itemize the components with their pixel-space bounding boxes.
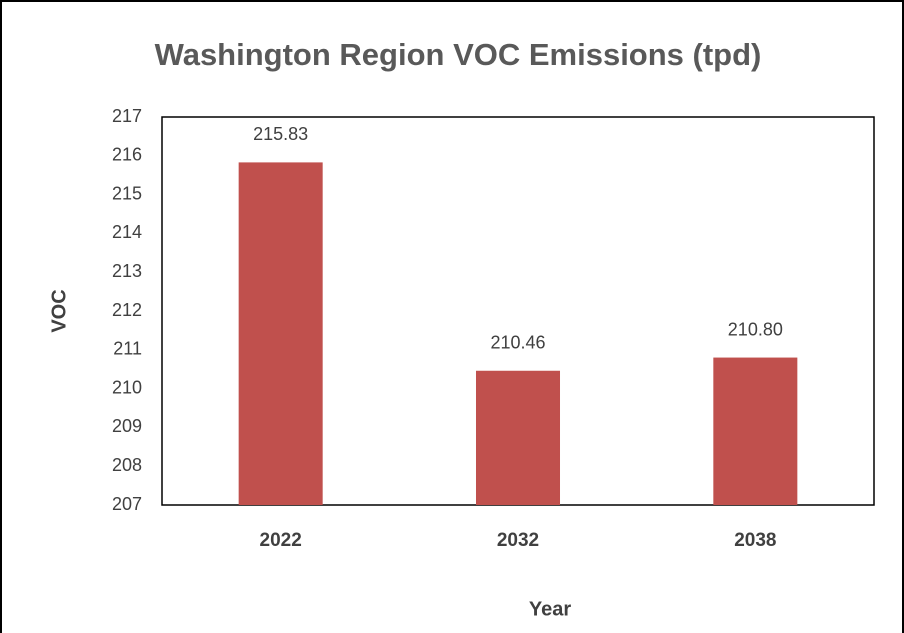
y-tick-label: 208 — [112, 455, 142, 475]
data-label: 215.83 — [253, 124, 308, 144]
y-tick-label: 210 — [112, 377, 142, 397]
y-tick-label: 214 — [112, 222, 142, 242]
y-tick-label: 213 — [112, 261, 142, 281]
bar — [475, 370, 561, 505]
x-tick-label: 2022 — [260, 530, 302, 551]
chart-title: Washington Region VOC Emissions (tpd) — [155, 37, 762, 72]
data-label: 210.80 — [728, 319, 783, 339]
bar — [713, 357, 798, 505]
x-axis-label: Year — [529, 598, 571, 620]
y-tick-label: 207 — [112, 494, 142, 514]
bar — [238, 162, 323, 505]
y-tick-label: 212 — [112, 300, 142, 320]
y-tick-label: 211 — [113, 339, 142, 359]
x-tick-label: 2032 — [497, 530, 539, 551]
y-tick-label: 216 — [112, 145, 142, 165]
data-label: 210.46 — [490, 333, 545, 353]
y-tick-label: 209 — [112, 416, 142, 436]
x-tick-label: 2038 — [734, 530, 776, 551]
y-tick-label: 215 — [112, 183, 142, 203]
y-tick-label: 217 — [112, 106, 142, 126]
y-axis-label: VOC — [48, 289, 70, 332]
